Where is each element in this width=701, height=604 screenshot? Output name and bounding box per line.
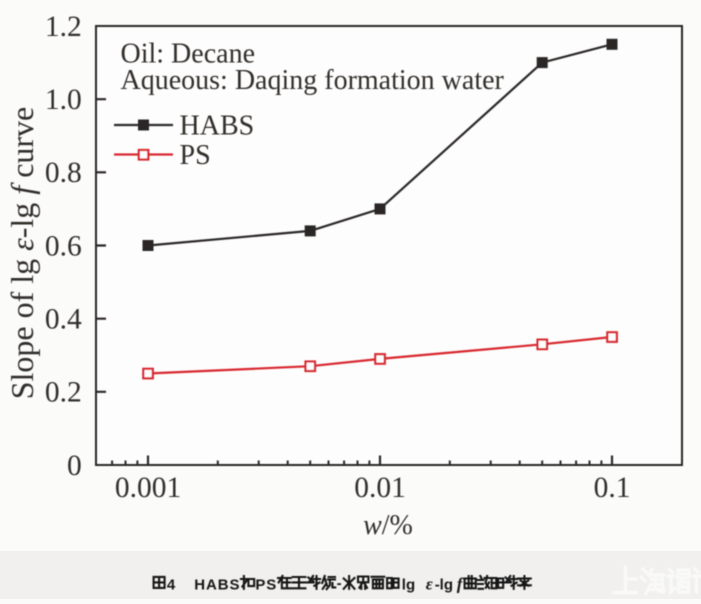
svg-text:0.1: 0.1 <box>594 472 631 504</box>
svg-text:0.01: 0.01 <box>354 472 406 504</box>
svg-text:0.6: 0.6 <box>45 230 82 262</box>
svg-text:lg: lg <box>402 577 415 594</box>
svg-text:0.8: 0.8 <box>45 157 82 189</box>
svg-text:-lg: -lg <box>435 577 453 594</box>
svg-text:Aqueous: Daqing formation wate: Aqueous: Daqing formation water <box>121 65 505 96</box>
svg-text:PS: PS <box>255 577 277 594</box>
svg-text:0.4: 0.4 <box>45 303 82 335</box>
svg-text:0: 0 <box>67 450 82 482</box>
svg-text:PS: PS <box>180 140 211 171</box>
svg-text:0.2: 0.2 <box>45 377 82 409</box>
svg-text:-: - <box>337 575 342 592</box>
svg-text:w/%: w/% <box>363 510 413 541</box>
svg-text:HABS: HABS <box>194 577 240 594</box>
svg-text:1.0: 1.0 <box>45 84 82 116</box>
svg-text:HABS: HABS <box>180 110 255 141</box>
svg-text:Slope of lg ε-lg f curve: Slope of lg ε-lg f curve <box>4 107 40 400</box>
svg-text:ε: ε <box>426 575 433 594</box>
svg-text:Oil: Decane: Oil: Decane <box>121 39 256 70</box>
svg-text:1.2: 1.2 <box>45 11 82 43</box>
svg-text:4: 4 <box>167 577 176 594</box>
svg-text:f: f <box>457 575 465 594</box>
svg-text:0.001: 0.001 <box>115 472 181 504</box>
